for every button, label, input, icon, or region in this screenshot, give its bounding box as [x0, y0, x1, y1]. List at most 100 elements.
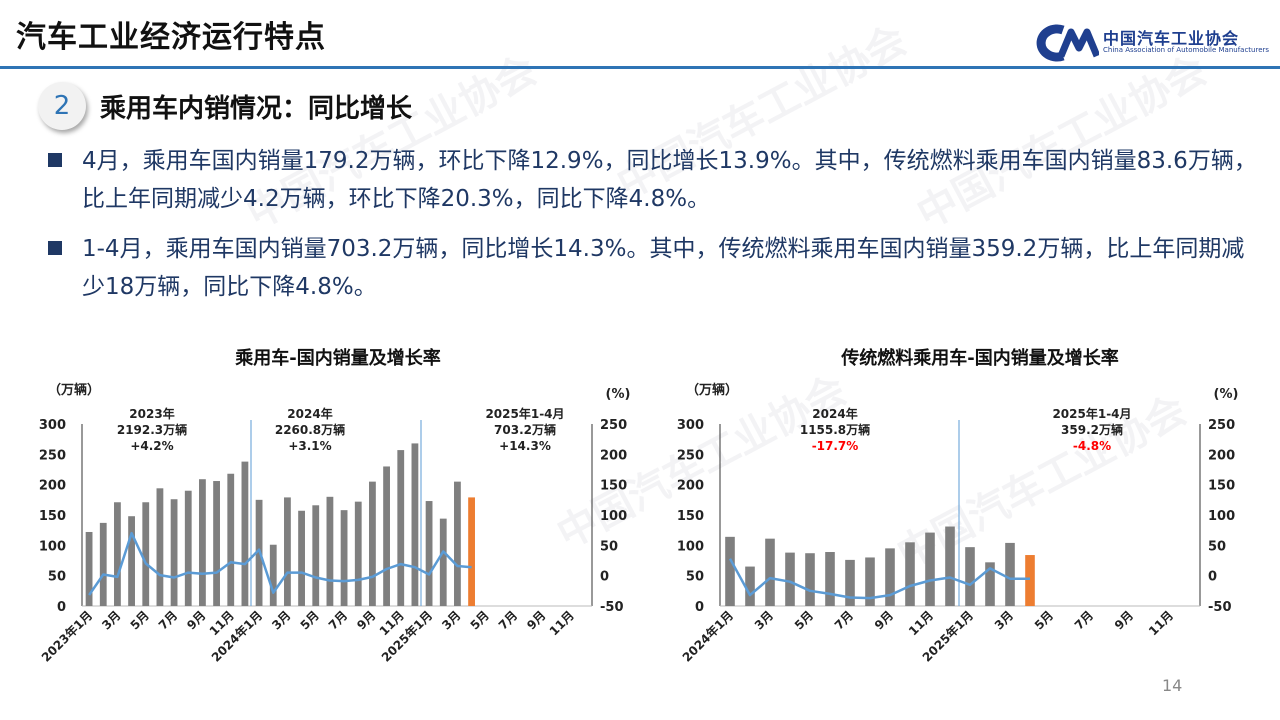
sales-bar — [114, 502, 121, 606]
annotation-period: 2025年1-4月 — [485, 406, 564, 421]
annotation-period: 2023年 — [129, 406, 174, 421]
sales-bar — [85, 531, 93, 606]
annotation-growth: +3.1% — [288, 439, 331, 453]
y2-tick-label: 100 — [1208, 509, 1235, 524]
y-tick-label: 100 — [39, 539, 66, 554]
x-tick-label: 11月 — [547, 608, 577, 638]
y2-tick-label: 250 — [1208, 418, 1235, 433]
annotation-growth: +4.2% — [130, 439, 173, 453]
sales-bar — [1005, 542, 1015, 606]
sales-bar — [312, 505, 320, 606]
x-tick-label: 7月 — [326, 608, 350, 632]
x-tick-label: 3月 — [269, 608, 293, 632]
annotation-period: 2025年1-4月 — [1052, 406, 1131, 421]
y-tick-label: 0 — [695, 600, 704, 615]
x-tick-label: 7月 — [832, 608, 856, 632]
y-tick-label: 200 — [677, 479, 704, 494]
sales-bar — [199, 479, 206, 606]
x-tick-label: 9月 — [184, 608, 208, 632]
x-tick-label: 11月 — [906, 608, 936, 638]
annotation-period: 2024年 — [287, 406, 332, 421]
x-tick-label: 9月 — [354, 608, 378, 632]
sales-bar — [765, 538, 775, 606]
annotation-growth: -17.7% — [812, 439, 859, 453]
y2-axis-label: (%) — [1214, 387, 1239, 402]
sales-bar — [965, 547, 975, 606]
annotation-period: 2024年 — [812, 406, 857, 421]
x-tick-label: 3月 — [992, 608, 1016, 632]
y-axis-label: （万辆） — [48, 382, 100, 398]
logo-name-cn: 中国汽车工业协会 — [1103, 29, 1240, 48]
sales-bar — [326, 496, 334, 606]
sales-bar — [425, 501, 433, 606]
y2-tick-label: 0 — [600, 570, 609, 585]
sales-bar — [241, 461, 249, 606]
x-tick-label: 9月 — [1112, 608, 1136, 632]
y-tick-label: 250 — [677, 448, 704, 463]
sales-bar — [184, 490, 192, 606]
x-tick-label: 5月 — [792, 608, 816, 632]
y2-tick-label: 200 — [1208, 448, 1235, 463]
sales-bar — [439, 518, 447, 606]
y-tick-label: 150 — [39, 509, 66, 524]
x-tick-label: 5月 — [298, 608, 322, 632]
passenger-car-sales-chart: 乘用车-国内销量及增长率 （万辆） (%) 300 250 200 150 100 50 0 250… — [38, 347, 630, 665]
y-tick-label: 50 — [686, 570, 704, 585]
y2-tick-label: 250 — [600, 418, 627, 433]
sales-bar — [284, 497, 291, 606]
y2-tick-label: 150 — [1208, 479, 1235, 494]
annotation-total: 2192.3万辆 — [117, 422, 187, 437]
section-title: 乘用车内销情况：同比增长 — [100, 94, 413, 124]
y2-tick-label: 100 — [600, 509, 627, 524]
x-tick-label: 5月 — [128, 608, 152, 632]
y2-tick-label: 0 — [1208, 570, 1217, 585]
sales-bar — [170, 499, 178, 606]
sales-bar — [745, 566, 755, 606]
y2-tick-label: 150 — [600, 479, 627, 494]
page-title: 汽车工业经济运行特点 — [16, 20, 326, 55]
sales-bar — [298, 510, 305, 606]
sales-bar — [985, 562, 995, 606]
x-tick-label: 3月 — [439, 608, 463, 632]
annotation-total: 1155.8万辆 — [800, 422, 870, 437]
sales-bar — [454, 481, 461, 606]
sales-bar — [785, 552, 795, 606]
y-axis-label: （万辆） — [686, 382, 738, 398]
y2-tick-label: -50 — [600, 600, 624, 615]
sales-bar — [340, 510, 348, 606]
sales-bar — [805, 553, 815, 606]
growth-rate-line — [728, 558, 1030, 600]
sales-bar — [383, 466, 390, 606]
chart-title: 乘用车-国内销量及增长率 — [234, 347, 440, 369]
sales-bar — [227, 473, 235, 606]
sales-bar — [925, 532, 935, 606]
x-tick-label: 9月 — [524, 608, 548, 632]
y-tick-label: 0 — [57, 600, 66, 615]
sales-bar — [99, 522, 107, 606]
annotation-total: 359.2万辆 — [1061, 422, 1123, 437]
y-tick-label: 300 — [39, 418, 66, 433]
sales-bar — [865, 557, 875, 606]
y2-tick-label: 50 — [600, 539, 618, 554]
annotation-growth: +14.3% — [499, 439, 551, 453]
x-tick-label: 7月 — [1072, 608, 1096, 632]
sales-bar — [269, 544, 277, 606]
sales-bar — [128, 516, 135, 606]
x-tick-label: 2023年1月 — [38, 608, 95, 665]
y-tick-label: 150 — [677, 509, 704, 524]
section-number-badge: 2 — [38, 82, 86, 130]
bullet-marker — [48, 241, 62, 255]
annotation-total: 703.2万辆 — [494, 422, 556, 437]
logo-mark-icon — [1036, 24, 1101, 62]
x-tick-label: 9月 — [872, 608, 896, 632]
x-tick-label: 5月 — [1032, 608, 1056, 632]
y2-tick-label: -50 — [1208, 600, 1232, 615]
sales-bar — [945, 526, 955, 606]
sales-bar — [885, 548, 895, 606]
y2-tick-label: 200 — [600, 448, 627, 463]
sales-bar — [1025, 555, 1035, 606]
x-tick-label: 7月 — [496, 608, 520, 632]
logo: 中国汽车工业协会 China Association of Automobile… — [1035, 22, 1269, 62]
sales-bar — [905, 542, 915, 606]
x-tick-label: 3月 — [752, 608, 776, 632]
